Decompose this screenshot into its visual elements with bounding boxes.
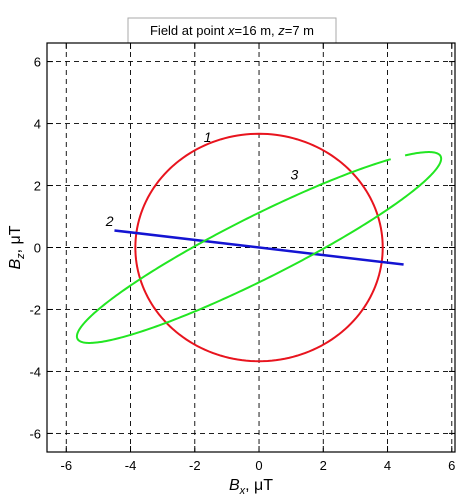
curve-1 (134, 132, 384, 363)
x-tick-label: 4 (384, 458, 391, 473)
tick-marks (47, 43, 455, 452)
curve-label-2: 2 (105, 213, 114, 229)
x-tick-label: 6 (448, 458, 455, 473)
tick-labels: -6 -4 -2 0 2 4 6 -6 -4 -2 0 2 4 6 (29, 55, 455, 473)
curve-labels: 1 2 3 (105, 129, 299, 229)
curve-2 (114, 229, 404, 266)
chart-title-box: Field at point x=16 m, z=7 m (127, 17, 337, 44)
y-tick-label: -2 (29, 302, 41, 317)
y-tick-label: 6 (34, 55, 41, 70)
x-axis-label: Bx, μT (229, 477, 273, 494)
curve-label-3: 3 (290, 166, 298, 182)
curve-label-1: 1 (204, 129, 212, 145)
y-tick-label: -4 (29, 364, 41, 379)
grid-lines (47, 43, 455, 452)
y-axis-label: Bz, μT (7, 225, 27, 269)
y-tick-label: 4 (34, 117, 41, 132)
y-tick-label: -6 (29, 426, 41, 441)
y-tick-label: 0 (34, 241, 41, 256)
x-tick-label: -4 (125, 458, 137, 473)
x-tick-label: 0 (255, 458, 262, 473)
curves (75, 132, 443, 363)
x-tick-label: 2 (320, 458, 327, 473)
y-tick-label: 2 (34, 179, 41, 194)
x-tick-label: -6 (60, 458, 72, 473)
plot-frame (46, 42, 456, 453)
curve-3 (75, 151, 443, 344)
x-tick-label: -2 (189, 458, 201, 473)
chart-title: Field at point x=16 m, z=7 m (150, 23, 314, 38)
